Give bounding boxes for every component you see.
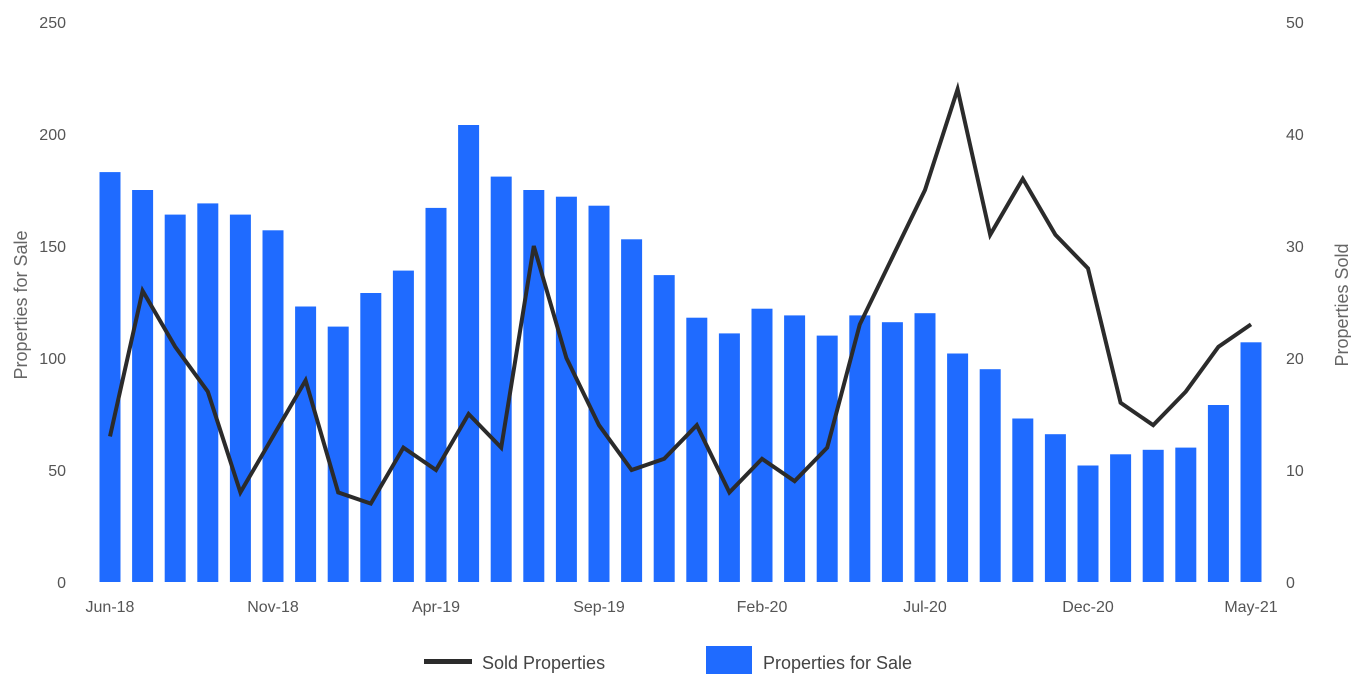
bar-series-properties-for-sale <box>99 125 1262 583</box>
bar-apr-19 <box>425 207 447 582</box>
x-tick-label: Feb-20 <box>737 599 788 616</box>
bar-apr-20 <box>816 335 838 582</box>
x-tick-label: Dec-20 <box>1062 599 1114 616</box>
right-tick-label: 30 <box>1286 239 1304 256</box>
bar-nov-20 <box>1044 434 1066 582</box>
bar-jan-19 <box>327 326 349 582</box>
left-tick-label: 100 <box>39 351 66 368</box>
bar-may-21 <box>1240 342 1262 582</box>
bar-apr-21 <box>1207 405 1229 582</box>
x-tick-label: Jul-20 <box>903 599 947 616</box>
bar-feb-20 <box>751 308 773 582</box>
bar-aug-18 <box>164 214 186 582</box>
bar-mar-21 <box>1175 447 1197 582</box>
legend-swatch-properties-for-sale <box>706 646 752 674</box>
bar-sep-20 <box>979 369 1001 582</box>
right-axis-ticks: 0 10 20 30 40 50 <box>1286 15 1304 592</box>
right-tick-label: 50 <box>1286 15 1304 32</box>
bar-nov-18 <box>262 230 284 583</box>
legend-swatch-sold-properties <box>424 659 472 664</box>
x-tick-label: Nov-18 <box>247 599 299 616</box>
bar-nov-19 <box>653 275 675 582</box>
right-tick-label: 40 <box>1286 127 1304 144</box>
legend: Sold Properties Properties for Sale <box>424 646 912 674</box>
left-tick-label: 0 <box>57 575 66 592</box>
bar-dec-19 <box>686 317 708 582</box>
bar-dec-18 <box>295 306 317 582</box>
bar-oct-19 <box>621 239 643 583</box>
x-tick-label: Apr-19 <box>412 599 460 616</box>
bar-oct-18 <box>229 214 251 582</box>
left-axis-ticks: 0 50 100 150 200 250 <box>39 15 66 592</box>
bar-jun-20 <box>881 322 903 582</box>
line-series-sold-properties <box>108 81 1253 507</box>
right-tick-label: 10 <box>1286 463 1304 480</box>
right-axis-title: Properties Sold <box>1332 243 1351 366</box>
right-tick-label: 0 <box>1286 575 1295 592</box>
bar-feb-21 <box>1142 449 1164 582</box>
bar-sep-19 <box>588 205 610 582</box>
x-tick-label: Sep-19 <box>573 599 625 616</box>
x-axis-ticks: Jun-18 Nov-18 Apr-19 Sep-19 Feb-20 Jul-20 Dec-… <box>86 599 1278 616</box>
left-tick-label: 200 <box>39 127 66 144</box>
bar-jul-20 <box>914 313 936 582</box>
bar-may-20 <box>849 315 871 582</box>
bar-aug-19 <box>555 196 577 582</box>
bar-mar-19 <box>392 270 414 582</box>
bar-jul-18 <box>132 190 154 582</box>
bar-oct-20 <box>1012 418 1034 582</box>
bar-jan-21 <box>1110 454 1132 582</box>
bar-mar-20 <box>784 315 806 582</box>
bar-aug-20 <box>947 353 969 582</box>
bar-may-19 <box>458 125 480 582</box>
legend-label-sold-properties: Sold Properties <box>482 653 605 673</box>
right-tick-label: 20 <box>1286 351 1304 368</box>
bar-jun-18 <box>99 172 121 582</box>
bar-feb-19 <box>360 293 382 582</box>
left-tick-label: 50 <box>48 463 66 480</box>
legend-label-properties-for-sale: Properties for Sale <box>763 653 912 673</box>
bar-jun-19 <box>490 176 512 582</box>
left-axis-title: Properties for Sale <box>11 230 31 379</box>
bar-dec-20 <box>1077 465 1099 582</box>
bar-jan-20 <box>718 333 740 582</box>
left-tick-label: 150 <box>39 239 66 256</box>
x-tick-label: May-21 <box>1224 599 1277 616</box>
left-tick-label: 250 <box>39 15 66 32</box>
x-tick-label: Jun-18 <box>86 599 135 616</box>
